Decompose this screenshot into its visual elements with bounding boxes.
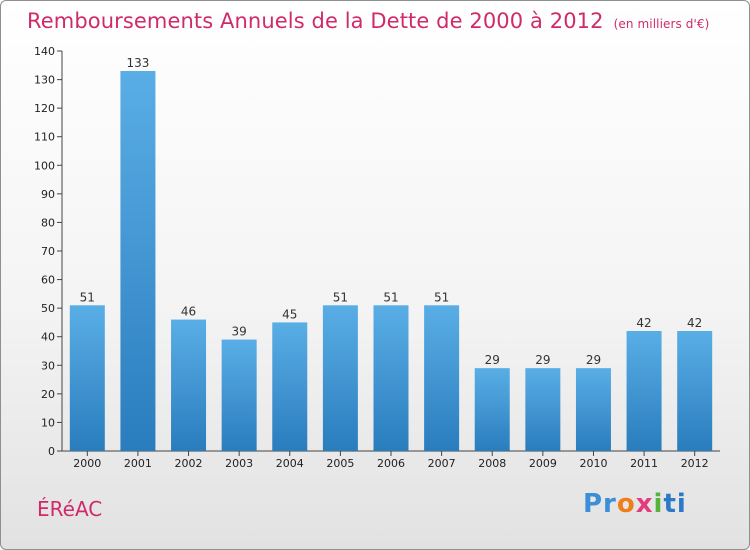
proxiti-logo: Proxiti: [583, 489, 687, 519]
x-tick-label: 2008: [478, 457, 506, 470]
x-tick-label: 2002: [175, 457, 203, 470]
chart-title: Remboursements Annuels de la Dette de 20…: [27, 9, 709, 33]
x-tick-label: 2000: [73, 457, 101, 470]
data-label: 51: [434, 290, 449, 304]
bar-2011: [626, 331, 662, 451]
bar-2003: [221, 339, 257, 451]
x-tick-label: 2011: [630, 457, 658, 470]
bar-2004: [272, 322, 308, 451]
y-tick-label: 90: [41, 188, 55, 201]
y-tick-label: 60: [41, 274, 55, 287]
data-label: 46: [181, 305, 196, 319]
x-tick-label: 2012: [681, 457, 709, 470]
y-tick-label: 80: [41, 216, 55, 229]
bar-2000: [69, 305, 105, 451]
y-tick-label: 20: [41, 388, 55, 401]
data-label: 39: [232, 325, 247, 339]
x-tick-label: 2010: [579, 457, 607, 470]
x-tick-label: 2005: [326, 457, 354, 470]
logo-part: o: [616, 489, 636, 519]
x-tick-label: 2007: [428, 457, 456, 470]
logo-part: x: [635, 489, 654, 519]
data-label: 42: [687, 316, 702, 330]
logo-part: Pr: [583, 489, 617, 519]
x-tick-label: 2006: [377, 457, 405, 470]
logo-part: ti: [663, 489, 687, 519]
logo-part: i: [653, 489, 664, 519]
bar-2005: [322, 305, 358, 451]
data-label: 51: [80, 290, 95, 304]
bar-2009: [525, 368, 561, 451]
x-tick-label: 2001: [124, 457, 152, 470]
y-tick-label: 10: [41, 416, 55, 429]
axes: 0 10 20 30 40 50 60 70 80 90 100 110 120 130 140 2000 20…: [34, 45, 720, 470]
y-tick-label: 140: [34, 45, 55, 58]
bar-2012: [677, 331, 713, 451]
chart-title-text: Remboursements Annuels de la Dette de 20…: [27, 9, 604, 33]
y-tick-label: 0: [48, 445, 55, 458]
y-tick-label: 40: [41, 331, 55, 344]
x-tick-label: 2003: [225, 457, 253, 470]
bar-2001: [120, 71, 156, 451]
y-tick-label: 130: [34, 74, 55, 87]
y-tick-label: 30: [41, 359, 55, 372]
y-tick-label: 110: [34, 131, 55, 144]
bars: [69, 71, 713, 451]
x-tick-label: 2004: [276, 457, 304, 470]
data-label: 51: [383, 290, 398, 304]
data-label: 45: [282, 307, 297, 321]
data-labels: 51 133 46 39 45 51 51 51 29 29 29 42 42: [80, 56, 703, 367]
bar-2007: [424, 305, 460, 451]
commune-name: ÉRéAC: [37, 497, 103, 521]
chart-unit: (en milliers d'€): [613, 17, 710, 31]
data-label: 133: [126, 56, 149, 70]
y-tick-label: 120: [34, 102, 55, 115]
data-label: 29: [485, 353, 500, 367]
bar-2010: [575, 368, 611, 451]
bar-2002: [171, 319, 207, 451]
data-label: 42: [636, 316, 651, 330]
bar-2008: [474, 368, 510, 451]
x-tick-label: 2009: [529, 457, 557, 470]
bar-2006: [373, 305, 409, 451]
data-label: 29: [586, 353, 601, 367]
data-label: 29: [535, 353, 550, 367]
y-tick-label: 50: [41, 302, 55, 315]
y-tick-label: 100: [34, 159, 55, 172]
y-tick-label: 70: [41, 245, 55, 258]
data-label: 51: [333, 290, 348, 304]
